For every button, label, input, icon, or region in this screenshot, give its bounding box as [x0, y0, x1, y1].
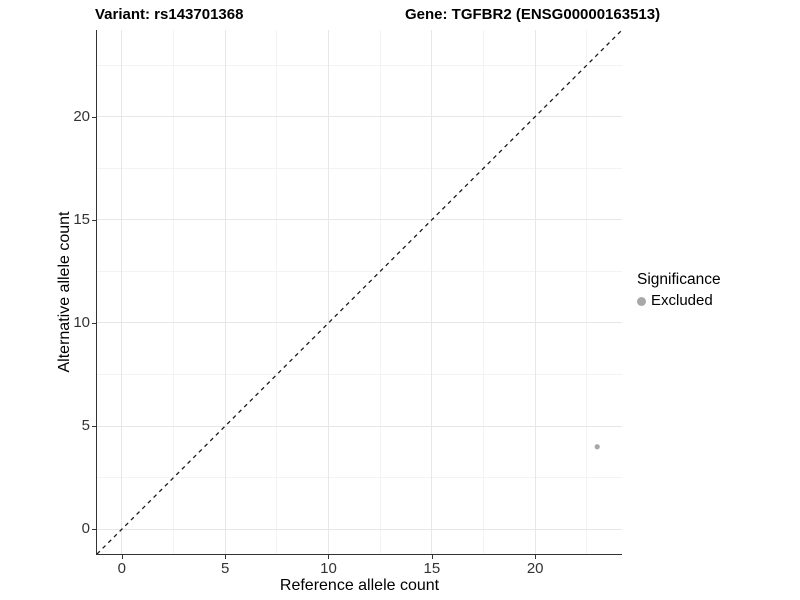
identity-line: [97, 30, 622, 554]
x-axis-title: Reference allele count: [279, 577, 440, 594]
x-tick-mark: [535, 555, 537, 559]
y-tick-label: 10: [73, 313, 90, 331]
y-axis-line: [96, 30, 97, 555]
gridline-minor-horizontal: [97, 64, 622, 66]
y-tick-label: 15: [73, 210, 90, 228]
legend-point-icon: [637, 296, 646, 306]
plot-layer: [97, 30, 622, 554]
gridline-minor-vertical: [379, 30, 381, 554]
gridline-major-horizontal: [97, 219, 622, 221]
plot-panel: [97, 30, 622, 554]
gridline-minor-vertical: [172, 30, 174, 554]
gridline-major-vertical: [327, 30, 329, 554]
x-tick-mark: [121, 555, 123, 559]
y-axis-title: Alternative allele count: [56, 211, 73, 373]
data-point: [594, 444, 600, 450]
legend-title: Significance: [637, 271, 721, 288]
y-tick-mark: [92, 529, 96, 531]
gridline-minor-vertical: [483, 30, 485, 554]
y-tick-mark: [92, 322, 96, 324]
plot-title-gene: Gene: TGFBR2 (ENSG00000163513): [405, 6, 661, 23]
gridline-major-horizontal: [97, 425, 622, 427]
gridline-major-vertical: [431, 30, 433, 554]
y-tick-label: 20: [73, 107, 90, 125]
x-tick-label: 20: [526, 560, 544, 577]
gridline-major-horizontal: [97, 116, 622, 118]
y-tick-label: 0: [81, 520, 90, 538]
y-tick-mark: [92, 219, 96, 221]
legend-item-label: Excluded: [651, 292, 713, 309]
x-axis-line: [96, 554, 622, 555]
x-tick-label: 10: [320, 560, 337, 577]
gridline-major-horizontal: [97, 322, 622, 324]
gridline-minor-horizontal: [97, 374, 622, 376]
gridline-minor-vertical: [586, 30, 588, 554]
x-tick-label: 0: [117, 560, 126, 577]
gridline-minor-vertical: [276, 30, 278, 554]
x-tick-mark: [431, 555, 433, 559]
gridline-major-vertical: [224, 30, 226, 554]
legend-item-excluded: Excluded: [637, 292, 721, 310]
x-tick-label: 5: [220, 560, 230, 577]
gridline-minor-horizontal: [97, 167, 622, 169]
x-tick-label: 15: [423, 560, 441, 577]
y-tick-mark: [92, 426, 96, 428]
y-tick-label: 5: [81, 417, 90, 435]
gridline-minor-horizontal: [97, 270, 622, 272]
x-tick-mark: [225, 555, 227, 559]
x-tick-mark: [328, 555, 330, 559]
plot-title-variant: Variant: rs143701368: [95, 6, 244, 23]
gridline-minor-horizontal: [97, 477, 622, 479]
gridline-major-horizontal: [97, 528, 622, 530]
gridline-major-vertical: [121, 30, 123, 554]
gridline-major-vertical: [534, 30, 536, 554]
y-tick-mark: [92, 116, 96, 118]
legend: Significance Excluded: [637, 270, 721, 310]
